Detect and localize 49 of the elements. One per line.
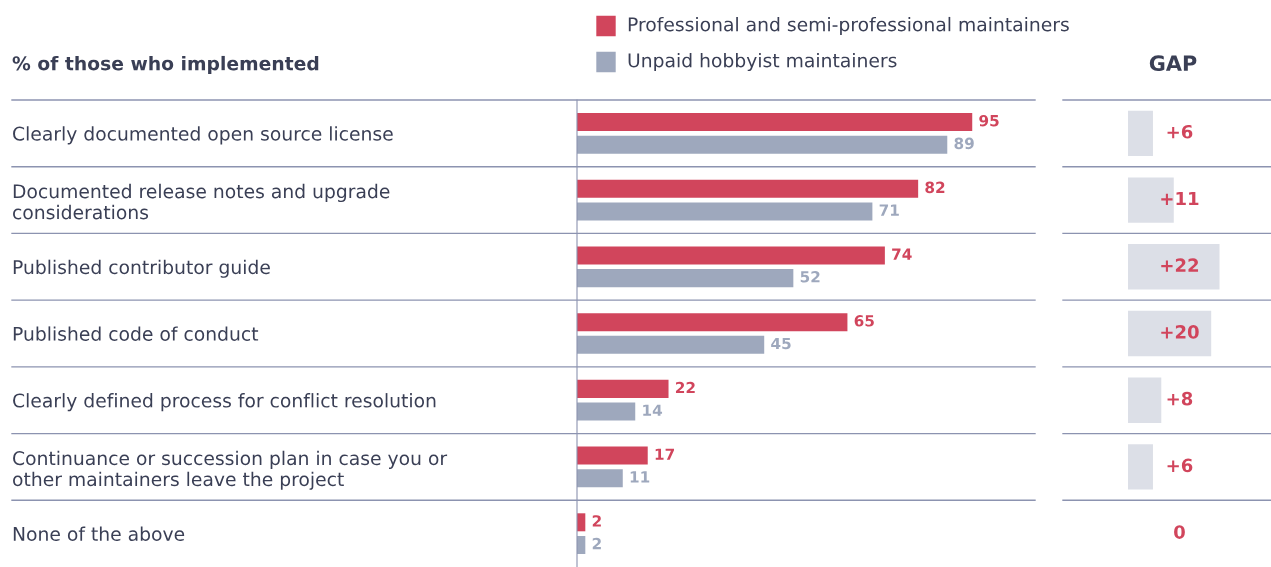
y-tick-label: None of the above (13, 526, 185, 542)
bar (577, 246, 885, 265)
bar (577, 269, 794, 288)
y-tick-label: Published code of conduct (13, 326, 259, 341)
bar (577, 379, 669, 398)
bar (577, 313, 848, 332)
data-label: 14 (643, 404, 663, 416)
text: % of those who implemented (12, 55, 319, 75)
data-label: +20 (1161, 325, 1199, 339)
data-label: 2 (592, 537, 601, 550)
bar (577, 402, 636, 421)
data-label: 0 (1174, 525, 1185, 539)
data-label: 82 (925, 181, 945, 194)
y-tick-label: Documented release notes and upgrade considerations (13, 183, 390, 220)
bar (577, 113, 973, 132)
data-label: 95 (979, 114, 999, 127)
bar (577, 202, 873, 221)
y-tick-label: Clearly documented open source license (13, 126, 393, 145)
legend-label: Unpaid hobbyist maintainers (628, 52, 897, 72)
bar (577, 469, 623, 488)
y-tick-label: Published contributor guide (13, 259, 270, 278)
data-label: +6 (1167, 124, 1193, 139)
data-label: 74 (892, 248, 912, 260)
bar (577, 179, 919, 198)
bar (1128, 110, 1153, 157)
data-label: 52 (800, 271, 820, 283)
data-label: 65 (854, 315, 874, 327)
data-label: 11 (630, 471, 650, 483)
bar (577, 135, 948, 154)
data-label: +11 (1161, 191, 1199, 206)
data-label: +8 (1167, 391, 1193, 406)
data-label: 71 (879, 204, 899, 216)
bar (1128, 244, 1220, 290)
data-label: 17 (655, 448, 675, 460)
data-label: +6 (1167, 458, 1193, 473)
bar (577, 446, 648, 465)
bar (1128, 310, 1212, 357)
data-label: 45 (771, 337, 791, 350)
bar (1128, 377, 1162, 423)
data-label: 89 (954, 137, 974, 150)
data-label: +22 (1161, 258, 1199, 272)
legend-label: Professional and semi-professional maintainers (628, 16, 1069, 36)
data-label: 22 (675, 381, 695, 394)
data-label: 2 (592, 515, 601, 527)
bar (577, 335, 765, 354)
bar (1128, 444, 1153, 490)
chart-title: GAP (1149, 55, 1197, 72)
y-tick-label: Clearly defined process for conflict resolution (13, 393, 436, 412)
y-tick-label: Continuance or succession plan in case you or other maintainers leave the project (13, 450, 448, 490)
